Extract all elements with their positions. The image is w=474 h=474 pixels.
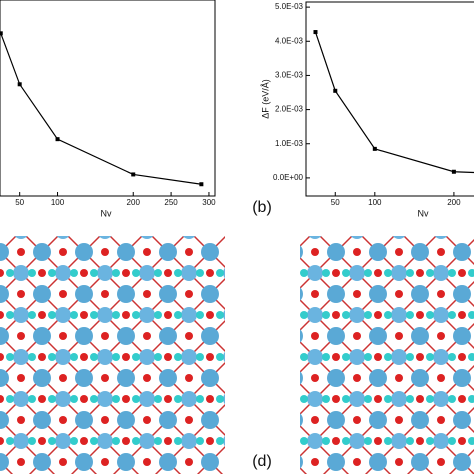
x-axis-label: Nv	[418, 208, 429, 218]
y-tick-label: 1.0E-03	[275, 139, 304, 148]
x-tick-label: 300	[202, 198, 216, 207]
marker	[333, 88, 338, 93]
charts: 50 100 200 250 300 Nv 50 100 200 0.0E+00 1.0E-03 2.…	[0, 0, 474, 218]
y-tick-label: 3.0E-03	[275, 71, 304, 80]
marker	[372, 146, 377, 151]
y-tick-label: 5.0E-03	[275, 2, 304, 11]
x-tick-label: 100	[368, 198, 382, 207]
y-tick-label: 2.0E-03	[275, 105, 304, 114]
x-tick-label: 250	[164, 198, 178, 207]
x-tick-label: 200	[127, 198, 141, 207]
x-axis-label: Nv	[101, 208, 112, 218]
y-tick-label: 4.0E-03	[275, 36, 304, 45]
x-tick-label: 200	[447, 198, 461, 207]
panel-label: (d)	[252, 453, 272, 470]
x-tick-label: 50	[331, 198, 340, 207]
plot-frame	[305, 1, 474, 197]
plot-frame	[0, 0, 216, 197]
x-tick-label: 100	[51, 198, 65, 207]
marker	[55, 137, 60, 142]
structure-image-c	[0, 236, 225, 474]
panel-label: (b)	[252, 199, 272, 216]
y-axis-label: ΔF (eV/Å)	[260, 79, 270, 119]
structure-image-d	[300, 236, 474, 474]
marker	[131, 172, 136, 177]
marker	[199, 182, 204, 187]
line	[0, 33, 202, 185]
marker	[17, 82, 22, 87]
marker	[313, 30, 318, 35]
line	[314, 31, 474, 174]
marker	[0, 31, 3, 36]
y-tick-label: 0.0E+00	[273, 173, 304, 182]
x-tick-label: 50	[15, 198, 24, 207]
marker	[451, 169, 456, 174]
